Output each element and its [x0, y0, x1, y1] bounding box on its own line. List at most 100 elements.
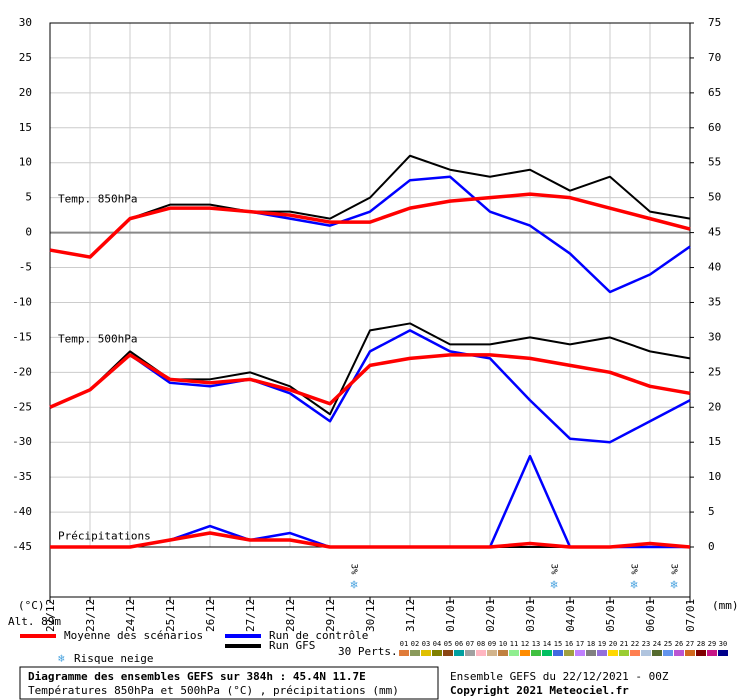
perturbation-swatch — [498, 650, 508, 656]
y2-tick-label: 30 — [708, 330, 721, 343]
y2-tick-label: 60 — [708, 121, 721, 134]
y2-tick-label: 5 — [708, 505, 715, 518]
copyright: Copyright 2021 Meteociel.fr — [450, 684, 629, 697]
perturbation-label: 27 — [686, 640, 694, 648]
legend-label: Run GFS — [269, 639, 315, 652]
y-tick-label: 30 — [19, 16, 32, 29]
x-tick-label: 04/01 — [564, 599, 577, 632]
perturbation-swatch — [531, 650, 541, 656]
y-tick-label: -20 — [12, 365, 32, 378]
perturbation-label: 28 — [697, 640, 705, 648]
snow-risk-icon: ❄ — [670, 578, 677, 592]
y2-tick-label: 35 — [708, 295, 721, 308]
perturbation-swatch — [454, 650, 464, 656]
perturbations-label: 30 Perts. — [338, 645, 398, 658]
perturbation-swatch — [399, 650, 409, 656]
perturbation-swatch — [421, 650, 431, 656]
perturbation-label: 24 — [653, 640, 661, 648]
perturbation-swatch — [432, 650, 442, 656]
snow-band — [49, 546, 691, 598]
series-line — [49, 353, 691, 409]
y2-tick-label: 20 — [708, 400, 721, 413]
perturbation-swatch — [630, 650, 640, 656]
y2-tick-label: 0 — [708, 540, 715, 553]
y-tick-label: -25 — [12, 400, 32, 413]
y2-tick-label: 55 — [708, 156, 721, 169]
perturbation-label: 26 — [675, 640, 683, 648]
series-line — [50, 531, 691, 549]
snow-icon: ❄ — [58, 652, 65, 665]
perturbation-label: 15 — [554, 640, 562, 648]
perturbation-swatch — [685, 650, 695, 656]
perturbation-label: 10 — [499, 640, 507, 648]
perturbation-label: 18 — [587, 640, 595, 648]
x-tick-label: 29/12 — [324, 599, 337, 632]
x-tick-label: 07/01 — [684, 599, 697, 632]
x-tick-label: 01/01 — [444, 599, 457, 632]
series-line — [49, 192, 691, 259]
x-tick-label: 03/01 — [524, 599, 537, 632]
perturbation-label: 05 — [444, 640, 452, 648]
y-unit: (°C) — [18, 599, 45, 612]
x-tick-label: 06/01 — [644, 599, 657, 632]
perturbation-swatch — [707, 650, 717, 656]
perturbation-swatch — [509, 650, 519, 656]
perturbation-swatch — [410, 650, 420, 656]
perturbation-swatch — [718, 650, 728, 656]
perturbation-swatch — [553, 650, 563, 656]
perturbation-label: 06 — [455, 640, 463, 648]
y2-tick-label: 10 — [708, 470, 721, 483]
perturbation-label: 01 — [400, 640, 408, 648]
perturbation-label: 21 — [620, 640, 628, 648]
perturbation-label: 03 — [422, 640, 430, 648]
snow-risk-label: 3% — [549, 564, 559, 575]
snow-label: Risque neige — [74, 652, 153, 665]
snow-risk-label: 3% — [669, 564, 679, 575]
y2-tick-label: 45 — [708, 226, 721, 239]
perturbation-swatch — [652, 650, 662, 656]
perturbation-swatch — [696, 650, 706, 656]
y2-tick-label: 15 — [708, 435, 721, 448]
annotation: Précipitations — [58, 530, 151, 543]
perturbation-label: 29 — [708, 640, 716, 648]
y-tick-label: -30 — [12, 435, 32, 448]
y-tick-label: -40 — [12, 505, 32, 518]
perturbation-swatch — [674, 650, 684, 656]
perturbation-label: 16 — [565, 640, 573, 648]
perturbation-swatch — [586, 650, 596, 656]
perturbation-swatch — [564, 650, 574, 656]
y-tick-label: 20 — [19, 86, 32, 99]
perturbation-swatch — [641, 650, 651, 656]
perturbation-swatch — [487, 650, 497, 656]
perturbation-label: 14 — [543, 640, 551, 648]
legend-label: Run de contrôle — [269, 629, 368, 642]
legend-label: Moyenne des scénarios — [64, 629, 203, 642]
snow-risk-icon: ❄ — [630, 578, 637, 592]
annotation: Temp. 500hPa — [58, 332, 137, 345]
perturbation-label: 13 — [532, 640, 540, 648]
x-tick-label: 28/12 — [284, 599, 297, 632]
y2-tick-label: 75 — [708, 16, 721, 29]
perturbation-swatch — [597, 650, 607, 656]
perturbation-label: 11 — [510, 640, 518, 648]
annotation: Temp. 850hPa — [58, 193, 137, 206]
perturbation-label: 02 — [411, 640, 419, 648]
y2-tick-label: 40 — [708, 261, 721, 274]
y2-tick-label: 50 — [708, 191, 721, 204]
x-tick-label: 05/01 — [604, 599, 617, 632]
x-tick-label: 23/12 — [84, 599, 97, 632]
snow-risk-icon: ❄ — [550, 578, 557, 592]
y2-unit: (mm) — [712, 599, 739, 612]
snow-risk-label: 3% — [349, 564, 359, 575]
perturbation-swatch — [520, 650, 530, 656]
altitude: Alt. 89m — [8, 615, 61, 628]
x-tick-label: 26/12 — [204, 599, 217, 632]
y-tick-label: 25 — [19, 51, 32, 64]
x-tick-label: 02/01 — [484, 599, 497, 632]
perturbation-swatch — [443, 650, 453, 656]
x-tick-label: 25/12 — [164, 599, 177, 632]
x-tick-label: 24/12 — [124, 599, 137, 632]
x-tick-label: 31/12 — [404, 599, 417, 632]
y2-tick-label: 65 — [708, 86, 721, 99]
